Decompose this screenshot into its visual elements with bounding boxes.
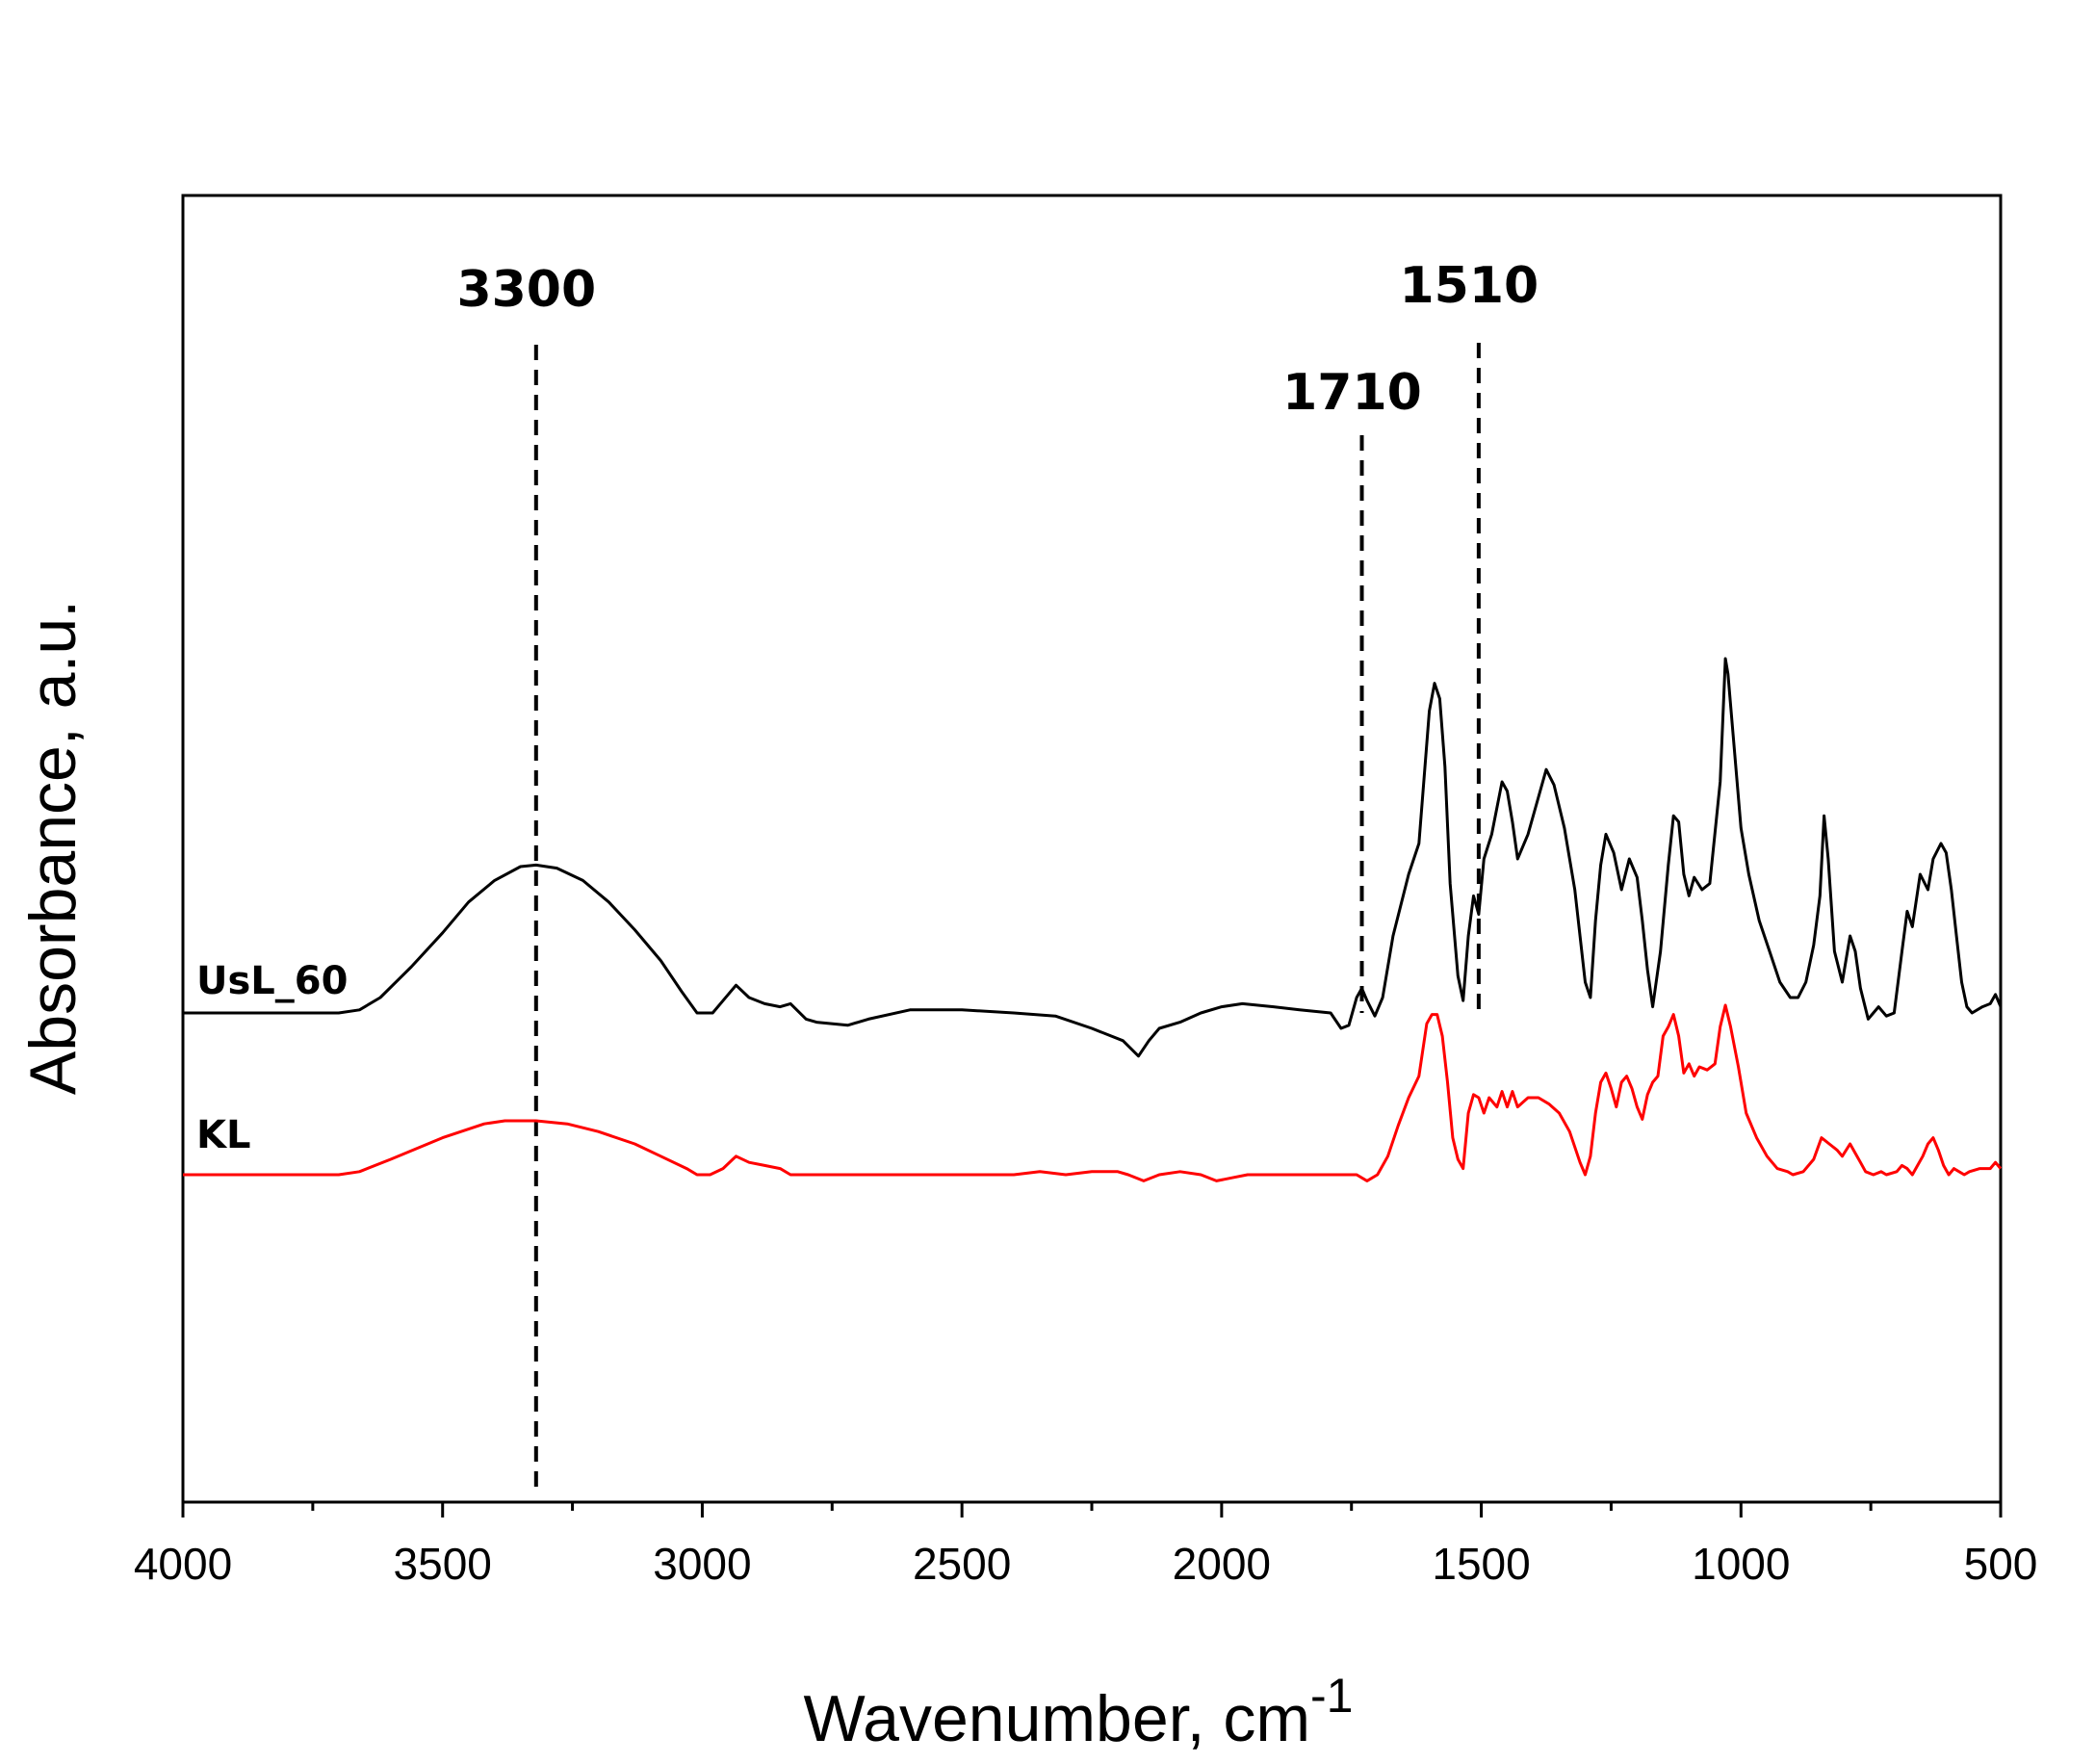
x-tick-label: 4000 — [134, 1539, 232, 1589]
y-axis-title: Absorbance, a.u. — [16, 600, 90, 1095]
x-tick-label: 1000 — [1692, 1539, 1790, 1589]
x-axis-title: Wavenumber, cm-1 — [803, 1669, 1353, 1755]
series-line — [183, 657, 2003, 1058]
x-tick-label: 3000 — [653, 1539, 751, 1589]
x-tick-label: 3500 — [394, 1539, 492, 1589]
peak-annotations: 3300 1710 1510 — [456, 257, 1539, 1487]
series-labels: UsL_60 KL — [196, 959, 348, 1157]
x-axis-ticks: 4000 3500 3000 2500 2000 1500 1000 500 — [134, 1502, 2038, 1589]
x-axis-title-superscript: -1 — [1310, 1669, 1353, 1723]
peak-label: 1510 — [1400, 257, 1539, 315]
peak-label: 1710 — [1282, 364, 1422, 422]
x-tick-label: 1500 — [1432, 1539, 1530, 1589]
x-tick-label: 2000 — [1173, 1539, 1271, 1589]
spectrum-series — [183, 657, 2003, 1182]
series-label: KL — [196, 1113, 250, 1157]
x-tick-label: 2500 — [913, 1539, 1011, 1589]
series-line — [183, 1003, 2003, 1182]
x-tick-label: 500 — [1964, 1539, 2038, 1589]
peak-label: 3300 — [456, 261, 596, 319]
series-label: UsL_60 — [196, 959, 348, 1003]
plot-frame — [181, 194, 2003, 1504]
x-axis-title-text: Wavenumber, cm — [803, 1682, 1310, 1755]
